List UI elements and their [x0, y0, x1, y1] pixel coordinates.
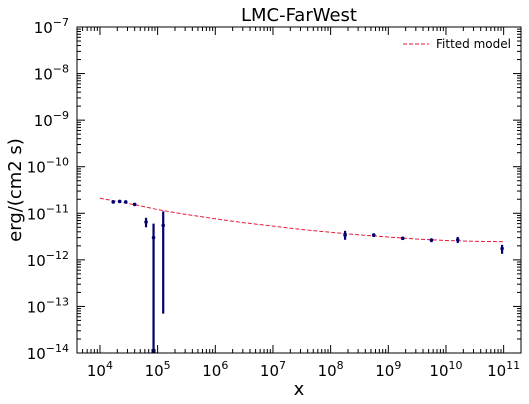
x-tick-label: 106	[202, 359, 228, 380]
x-axis-title: x	[294, 379, 305, 400]
data-point	[132, 202, 137, 207]
x-tick-label: 104	[87, 359, 113, 380]
data-point	[400, 236, 405, 241]
x-tick-label: 107	[260, 359, 286, 380]
data-point	[500, 246, 504, 251]
legend: Fitted model	[403, 37, 511, 51]
y-tick-label: 10−13	[27, 295, 69, 316]
y-tick-label: 10−11	[27, 202, 69, 223]
data-errorbar-series	[111, 199, 504, 353]
y-axis-title: erg/(cm2 s)	[5, 138, 26, 242]
axis-ticks	[76, 26, 522, 354]
fitted-model-series	[99, 197, 504, 243]
x-tick-label: 105	[145, 359, 171, 380]
data-point	[144, 220, 148, 224]
y-tick-label: 10−14	[27, 342, 69, 363]
y-tick-labels: 10−14 10−13 10−12 10−11 10−10 10−9 10−8 10−7	[27, 16, 69, 363]
chart-title: LMC-FarWest	[241, 5, 357, 26]
plot-frame	[76, 26, 522, 354]
y-tick-label: 10−10	[27, 156, 69, 177]
data-point	[161, 223, 166, 228]
data-point	[455, 237, 460, 242]
x-tick-label: 1011	[487, 359, 520, 380]
legend-label: Fitted model	[436, 37, 511, 51]
data-point	[151, 235, 156, 240]
y-tick-label: 10−12	[27, 249, 69, 270]
x-tick-label: 109	[375, 359, 401, 380]
data-point	[343, 233, 347, 237]
data-point	[111, 200, 116, 204]
data-point	[429, 238, 434, 242]
fitted-model-line	[99, 197, 504, 243]
y-tick-label: 10−7	[34, 16, 69, 37]
data-point	[117, 199, 122, 204]
x-tick-label: 108	[318, 359, 344, 380]
y-tick-label: 10−9	[34, 109, 69, 130]
y-tick-label: 10−8	[34, 63, 69, 84]
data-point	[123, 200, 128, 204]
x-tick-labels: 104 105 106 107 108 109 1010 1011	[87, 359, 520, 380]
data-point	[371, 233, 376, 237]
x-tick-label: 1010	[429, 359, 462, 380]
